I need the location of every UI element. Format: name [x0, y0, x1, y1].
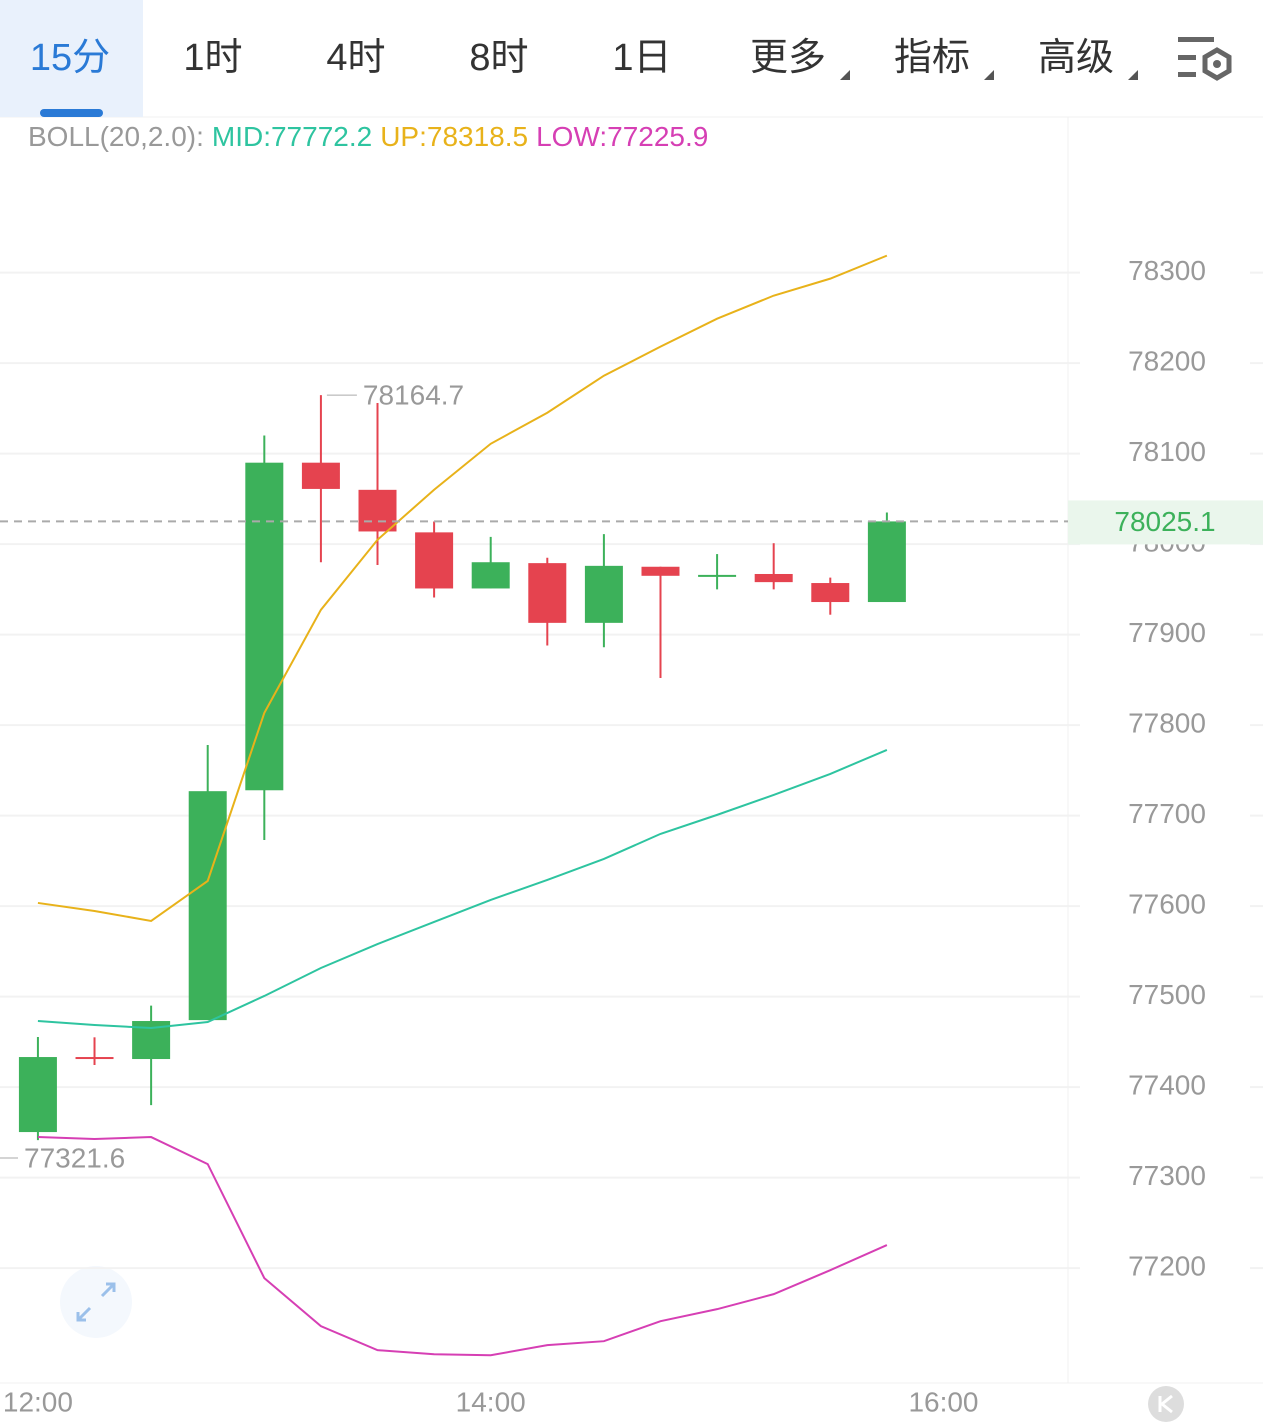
candle-body: [18, 1057, 57, 1133]
dropdown-caret: [840, 70, 850, 80]
dropdown-caret: [1128, 70, 1138, 80]
legend-entry: BOLL(20,2.0):: [28, 121, 204, 152]
tab-active-bg: [0, 0, 143, 117]
price-box: [1068, 500, 1263, 545]
y-tick-label: 77300: [1128, 1160, 1206, 1191]
min-label: 77321.6: [24, 1142, 125, 1173]
tab-indicator: [40, 109, 103, 117]
x-tick-label: 14:00: [456, 1386, 526, 1417]
boll-line: [37, 254, 888, 922]
y-tick-label: 77700: [1128, 798, 1206, 829]
candle-body: [867, 521, 906, 603]
candle-body: [301, 462, 340, 489]
x-tick-label: 12:00: [3, 1386, 73, 1417]
dropdown-caret: [984, 70, 994, 80]
boll-line: [37, 748, 888, 1030]
tab[interactable]: 8时: [469, 37, 528, 79]
y-tick-label: 77600: [1128, 888, 1206, 919]
candle-body: [358, 489, 397, 532]
candle-body: [754, 573, 793, 583]
price-label: 78025.1: [1114, 506, 1215, 537]
tab[interactable]: 1时: [183, 37, 242, 79]
candle-body: [75, 1057, 114, 1060]
y-tick-label: 77400: [1128, 1069, 1206, 1100]
logo: [1148, 1386, 1184, 1422]
boll-line: [37, 1136, 888, 1357]
y-tick-label: 77200: [1128, 1250, 1206, 1281]
max-label: 78164.7: [363, 379, 464, 410]
tab-bar: [0, 0, 1263, 117]
candle-body: [471, 562, 510, 589]
x-tick-label: 16:00: [908, 1386, 978, 1417]
candle-body: [188, 791, 227, 1021]
candle-body: [698, 574, 737, 577]
tab[interactable]: 1日: [612, 37, 671, 79]
y-tick-label: 77500: [1128, 979, 1206, 1010]
candle-body: [528, 563, 567, 623]
candle-body: [415, 532, 454, 589]
tab[interactable]: 4时: [326, 37, 385, 79]
y-tick-label: 77900: [1128, 617, 1206, 648]
legend: BOLL(20,2.0): MID:77772.2 UP:78318.5 LOW:77…: [28, 121, 708, 152]
fullscreen-button[interactable]: [60, 1266, 132, 1338]
legend-entry: MID:77772.2: [212, 121, 372, 152]
y-tick-label: 78100: [1128, 436, 1206, 467]
legend-entry: LOW:77225.9: [536, 121, 708, 152]
legend-entry: UP:78318.5: [380, 121, 528, 152]
tab[interactable]: 15分: [30, 37, 110, 79]
candle-body: [811, 583, 850, 603]
y-tick-label: 78200: [1128, 346, 1206, 377]
y-tick-label: 77800: [1128, 708, 1206, 739]
candle-body: [245, 462, 284, 791]
tab[interactable]: 高级: [1038, 37, 1114, 79]
settings-icon[interactable]: [1178, 37, 1232, 81]
tab[interactable]: 更多: [750, 37, 826, 79]
y-tick-label: 78300: [1128, 255, 1206, 286]
tab[interactable]: 指标: [894, 37, 970, 79]
candle-body: [584, 565, 623, 623]
candle-body: [641, 566, 680, 576]
